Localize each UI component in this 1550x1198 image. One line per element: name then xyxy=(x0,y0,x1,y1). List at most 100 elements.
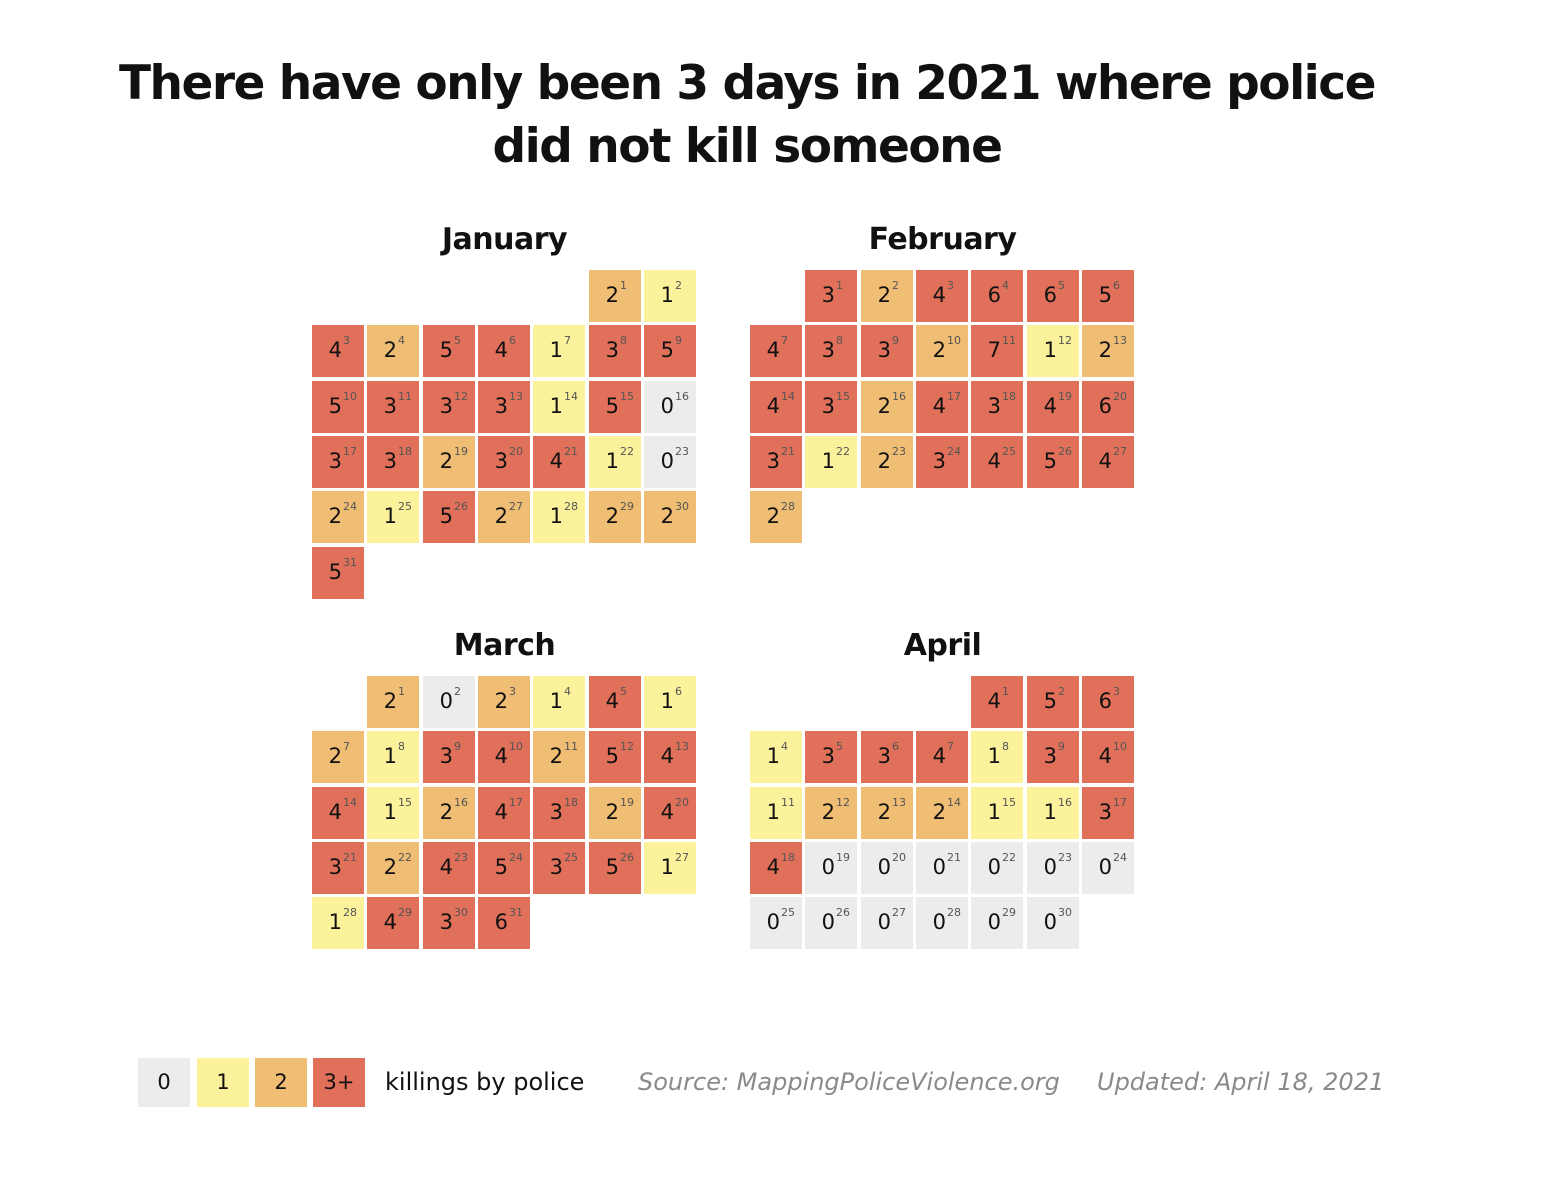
day-cell: 4 25 xyxy=(971,436,1023,488)
day-value: 3 xyxy=(821,394,835,418)
day-value: 3 xyxy=(821,338,835,362)
day-number: 28 xyxy=(343,906,357,919)
month-title-february: February xyxy=(868,222,1017,257)
day-number: 6 xyxy=(509,334,516,347)
day-number: 12 xyxy=(454,390,468,403)
day-cell: 4 14 xyxy=(312,787,364,839)
day-number: 29 xyxy=(620,500,634,513)
day-cell: 0 23 xyxy=(1027,842,1079,894)
day-value: 4 xyxy=(766,394,780,418)
day-number: 18 xyxy=(781,851,795,864)
day-cell: 3 17 xyxy=(1082,787,1134,839)
day-cell: 2 28 xyxy=(750,491,802,543)
day-value: 4 xyxy=(766,855,780,879)
day-number: 15 xyxy=(836,390,850,403)
day-cell: 0 16 xyxy=(644,381,696,433)
day-number: 8 xyxy=(1002,740,1009,753)
day-value: 3 xyxy=(383,394,397,418)
day-number: 31 xyxy=(343,556,357,569)
day-number: 14 xyxy=(564,390,578,403)
day-number: 8 xyxy=(620,334,627,347)
day-number: 5 xyxy=(1058,279,1065,292)
day-number: 10 xyxy=(1113,740,1127,753)
day-value: 3 xyxy=(932,449,946,473)
day-number: 12 xyxy=(620,740,634,753)
day-number: 25 xyxy=(398,500,412,513)
day-value: 2 xyxy=(328,504,342,528)
day-number: 8 xyxy=(836,334,843,347)
day-value: 4 xyxy=(1098,744,1112,768)
day-cell: 3 18 xyxy=(533,787,585,839)
day-number: 21 xyxy=(781,445,795,458)
month-title-march: March xyxy=(453,628,556,663)
day-number: 9 xyxy=(1058,740,1065,753)
day-value: 2 xyxy=(877,449,891,473)
day-cell: 2 12 xyxy=(805,787,857,839)
day-value: 4 xyxy=(439,855,453,879)
day-number: 7 xyxy=(781,334,788,347)
day-number: 17 xyxy=(1113,796,1127,809)
day-cell: 2 27 xyxy=(478,491,530,543)
day-number: 15 xyxy=(620,390,634,403)
day-cell: 4 17 xyxy=(916,381,968,433)
day-value: 3 xyxy=(877,744,891,768)
day-number: 27 xyxy=(892,906,906,919)
day-number: 26 xyxy=(454,500,468,513)
day-value: 5 xyxy=(1098,283,1112,307)
day-value: 1 xyxy=(1043,338,1057,362)
day-cell: 3 21 xyxy=(750,436,802,488)
day-value: 0 xyxy=(877,910,891,934)
day-cell: 2 13 xyxy=(861,787,913,839)
day-value: 4 xyxy=(328,800,342,824)
day-number: 22 xyxy=(1002,851,1016,864)
title-line-2: did not kill someone xyxy=(492,119,1003,174)
day-number: 17 xyxy=(343,445,357,458)
day-cell: 0 27 xyxy=(861,897,913,949)
day-value: 3 xyxy=(494,394,508,418)
day-value: 4 xyxy=(660,800,674,824)
day-value: 4 xyxy=(932,744,946,768)
day-number: 17 xyxy=(509,796,523,809)
day-cell: 4 21 xyxy=(533,436,585,488)
day-number: 11 xyxy=(564,740,578,753)
day-number: 22 xyxy=(620,445,634,458)
day-value: 2 xyxy=(605,800,619,824)
day-cell: 0 30 xyxy=(1027,897,1079,949)
day-value: 5 xyxy=(605,744,619,768)
day-value: 3 xyxy=(877,338,891,362)
day-value: 5 xyxy=(660,338,674,362)
day-value: 0 xyxy=(821,910,835,934)
day-value: 0 xyxy=(1098,855,1112,879)
day-cell: 3 30 xyxy=(423,897,475,949)
day-cell: 5 26 xyxy=(423,491,475,543)
day-number: 11 xyxy=(398,390,412,403)
day-cell: 4 10 xyxy=(478,731,530,783)
day-number: 2 xyxy=(675,279,682,292)
day-value: 1 xyxy=(766,800,780,824)
day-value: 5 xyxy=(1043,689,1057,713)
day-cell: 3 25 xyxy=(533,842,585,894)
day-value: 2 xyxy=(821,800,835,824)
day-cell: 0 26 xyxy=(805,897,857,949)
day-cell: 1 22 xyxy=(589,436,641,488)
day-value: 1 xyxy=(821,449,835,473)
day-value: 4 xyxy=(987,449,1001,473)
day-number: 6 xyxy=(675,685,682,698)
day-value: 7 xyxy=(987,338,1001,362)
day-cell: 1 28 xyxy=(533,491,585,543)
day-cell: 5 24 xyxy=(478,842,530,894)
day-value: 2 xyxy=(383,338,397,362)
day-cell: 2 16 xyxy=(423,787,475,839)
